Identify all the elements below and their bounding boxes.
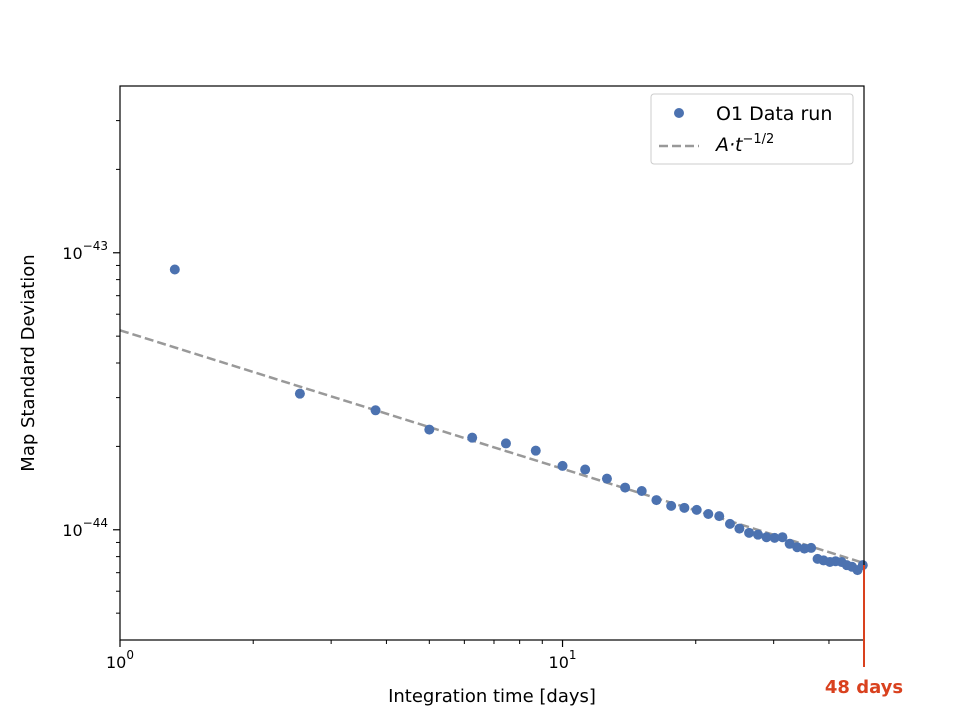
data-point [769,532,780,543]
data-point [714,511,725,522]
minor-ticks [116,120,830,644]
data-point [761,532,772,543]
data-point [424,424,435,435]
data-point [703,509,714,520]
fit-line [119,329,865,565]
data-point [294,388,305,399]
data-point [691,504,702,515]
data-point [724,518,735,529]
fit-line-group [119,329,865,565]
data-point [806,542,817,553]
legend-box [650,93,854,165]
data-point [784,538,795,549]
legend-label-fit: A·t−1/2 [714,132,774,156]
data-point [500,438,511,449]
legend-label-data: O1 Data run [716,103,832,125]
y-tick-label: 10−44 [62,516,108,540]
data-point [601,473,612,484]
y-tick-label: 10−43 [62,239,108,263]
legend-fit-formula: A·t [714,134,744,156]
x-axis-label: Integration time [days] [388,686,596,707]
major-ticks [113,252,564,647]
data-point [530,445,541,456]
y-axis-label: Map Standard Deviation [18,254,39,471]
annotation-label: 48 days [825,677,903,698]
data-point [752,529,763,540]
data-point [679,502,690,513]
legend-fit-exponent: −1/2 [743,132,775,147]
x-tick-label: 101 [549,648,577,672]
data-point [557,460,568,471]
legend: O1 Data run A·t−1/2 [650,93,854,165]
plot-frame [119,85,865,641]
data-point [169,264,180,275]
data-point [777,532,788,543]
data-point [666,500,677,511]
data-point [744,527,755,538]
data-point [620,482,631,493]
data-point [467,432,478,443]
data-point [580,464,591,475]
data-point [370,405,381,416]
x-tick-label: 100 [106,648,134,672]
data-point [651,495,662,506]
data-points-group [169,264,868,576]
data-point [636,486,647,497]
data-point [734,523,745,534]
legend-marker-points [674,108,684,118]
data-point [857,560,868,571]
tick-labels: 100 101 10−43 10−44 [62,239,576,672]
